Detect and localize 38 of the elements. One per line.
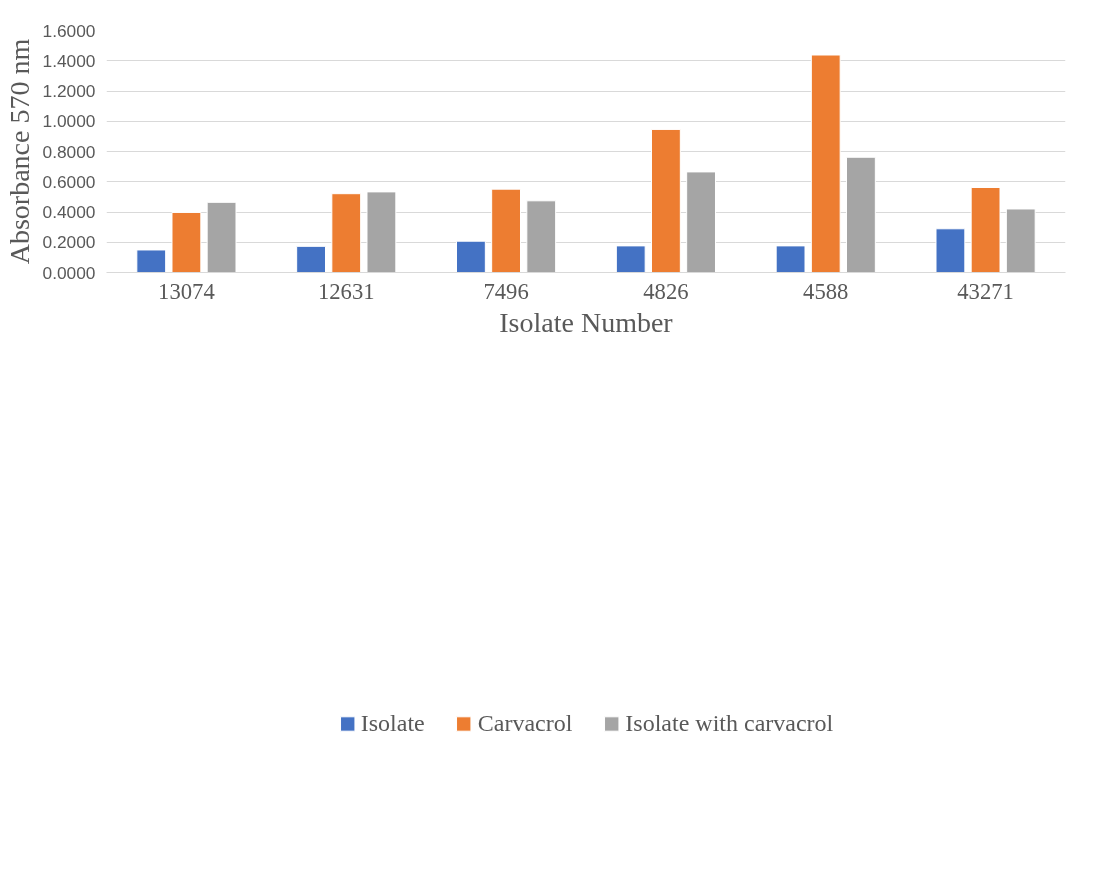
x-axis-title: Isolate Number — [499, 306, 674, 338]
bar — [456, 240, 486, 273]
bar — [810, 54, 841, 273]
y-tick-label: 1.2000 — [42, 81, 96, 101]
y-tick-label: 0.4000 — [42, 202, 96, 222]
legend-label: Isolate — [360, 709, 425, 737]
y-tick-label: 1.4000 — [42, 50, 96, 71]
bar — [846, 156, 876, 273]
bar — [970, 187, 1001, 273]
bar — [615, 245, 646, 273]
y-axis-title: Absorbance 570 nm — [3, 38, 35, 265]
bar — [206, 201, 237, 273]
x-tick-label: 13074 — [158, 278, 215, 304]
y-tick-label: 0.6000 — [42, 171, 96, 192]
bar — [331, 193, 362, 273]
y-tick-label: 1.6000 — [42, 20, 96, 41]
y-tick-label: 1.0000 — [42, 111, 96, 132]
bar — [366, 191, 397, 273]
bar — [686, 171, 716, 273]
x-tick-label: 4588 — [803, 278, 849, 304]
x-tick-label: 7496 — [483, 278, 529, 304]
bar — [491, 188, 521, 273]
bar — [935, 228, 966, 273]
bar — [651, 128, 681, 273]
legend-label: Carvacrol — [477, 709, 573, 737]
bar — [1005, 208, 1036, 273]
y-tick-label: 0.8000 — [42, 141, 96, 162]
bar — [136, 249, 167, 273]
bar — [171, 211, 202, 273]
x-tick-label: 4826 — [643, 278, 689, 304]
x-tick-label: 43271 — [957, 278, 1014, 304]
y-tick-label: 0.0000 — [42, 262, 96, 283]
bar — [526, 200, 557, 273]
bar — [296, 245, 326, 273]
y-tick-label: 0.2000 — [42, 232, 96, 253]
legend-label: Isolate with carvacrol — [625, 709, 834, 737]
x-tick-label: 12631 — [317, 278, 375, 304]
bar — [775, 245, 806, 273]
